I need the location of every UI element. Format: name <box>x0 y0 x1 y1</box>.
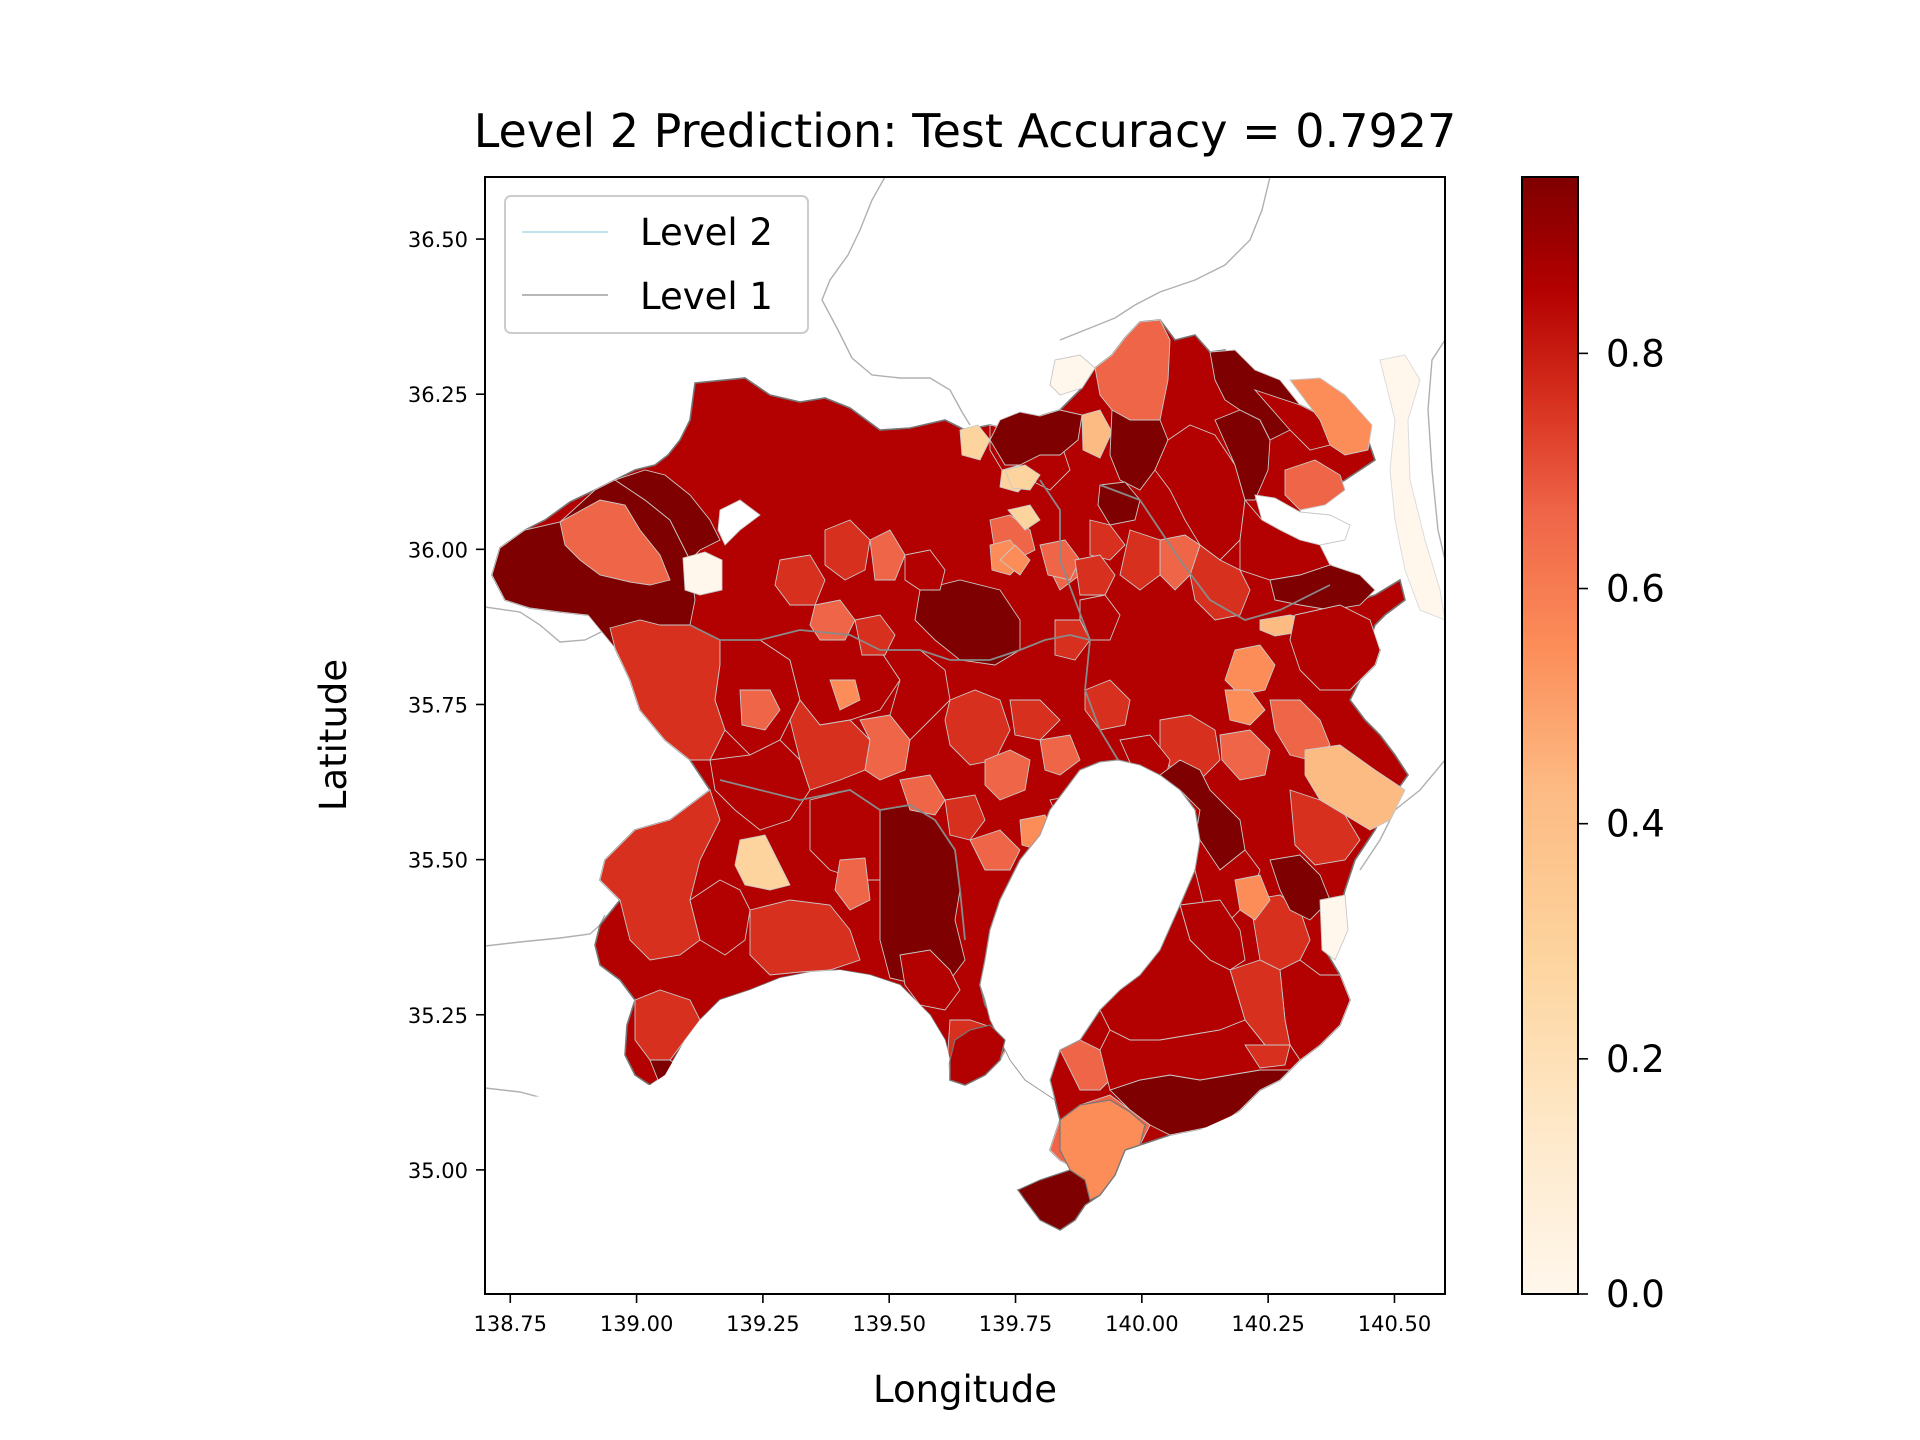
y-axis-label: Latitude <box>312 659 355 811</box>
axes-frame <box>484 176 1446 1295</box>
x-tick-label: 140.00 <box>1105 1312 1178 1336</box>
x-axis: 138.75 139.00 139.25 139.50 139.75 140.00 140.… <box>474 1294 1431 1336</box>
x-tick-label: 139.50 <box>852 1312 925 1336</box>
y-tick-label: 35.25 <box>408 1004 468 1028</box>
sagami-bay <box>485 970 950 1294</box>
x-axis-label: Longitude <box>873 1368 1057 1411</box>
coastal-sliver <box>1379 354 1445 621</box>
boso-tip <box>1017 1169 1101 1231</box>
y-tick-label: 35.75 <box>408 693 468 717</box>
legend-label-level-1: Level 1 <box>640 275 773 318</box>
y-tick-label: 36.25 <box>408 383 468 407</box>
x-tick-label: 139.25 <box>726 1312 799 1336</box>
x-tick-label: 138.75 <box>474 1312 547 1336</box>
x-tick-label: 139.00 <box>600 1312 673 1336</box>
colorbar: 0.0 0.2 0.4 0.6 0.8 <box>1521 176 1665 1316</box>
colorbar-tick-label: 0.2 <box>1606 1038 1665 1081</box>
colorbar-tick-label: 0.0 <box>1606 1273 1665 1316</box>
colorbar-tick-label: 0.4 <box>1606 803 1665 846</box>
x-tick-label: 140.50 <box>1358 1312 1431 1336</box>
colorbar-ticks: 0.0 0.2 0.4 0.6 0.8 <box>1578 332 1665 1316</box>
boso-south <box>1059 1099 1146 1201</box>
tokyo-bay <box>979 759 1201 1102</box>
outer-sea <box>1000 800 1445 1294</box>
y-tick-label: 35.00 <box>408 1159 468 1183</box>
x-tick-label: 140.25 <box>1231 1312 1304 1336</box>
map-area <box>485 177 1445 1294</box>
colorbar-gradient <box>1521 176 1579 1295</box>
colorbar-tick-label: 0.8 <box>1606 332 1665 375</box>
y-tick-label: 35.50 <box>408 849 468 873</box>
x-tick-label: 139.75 <box>979 1312 1052 1336</box>
districts <box>491 319 1406 1231</box>
chart-title: Level 2 Prediction: Test Accuracy = 0.79… <box>474 104 1457 158</box>
legend-box <box>504 195 809 334</box>
colorbar-tick-label: 0.6 <box>1606 568 1665 611</box>
legend-label-level-2: Level 2 <box>640 211 773 254</box>
y-tick-label: 36.50 <box>408 228 468 252</box>
y-tick-label: 36.00 <box>408 538 468 562</box>
miura-south <box>949 1024 1006 1086</box>
prefecture-borders <box>689 479 1331 941</box>
y-axis: 35.00 35.25 35.50 35.75 36.00 36.25 36.50 <box>408 228 485 1183</box>
legend: Level 2 Level 1 <box>504 195 809 334</box>
